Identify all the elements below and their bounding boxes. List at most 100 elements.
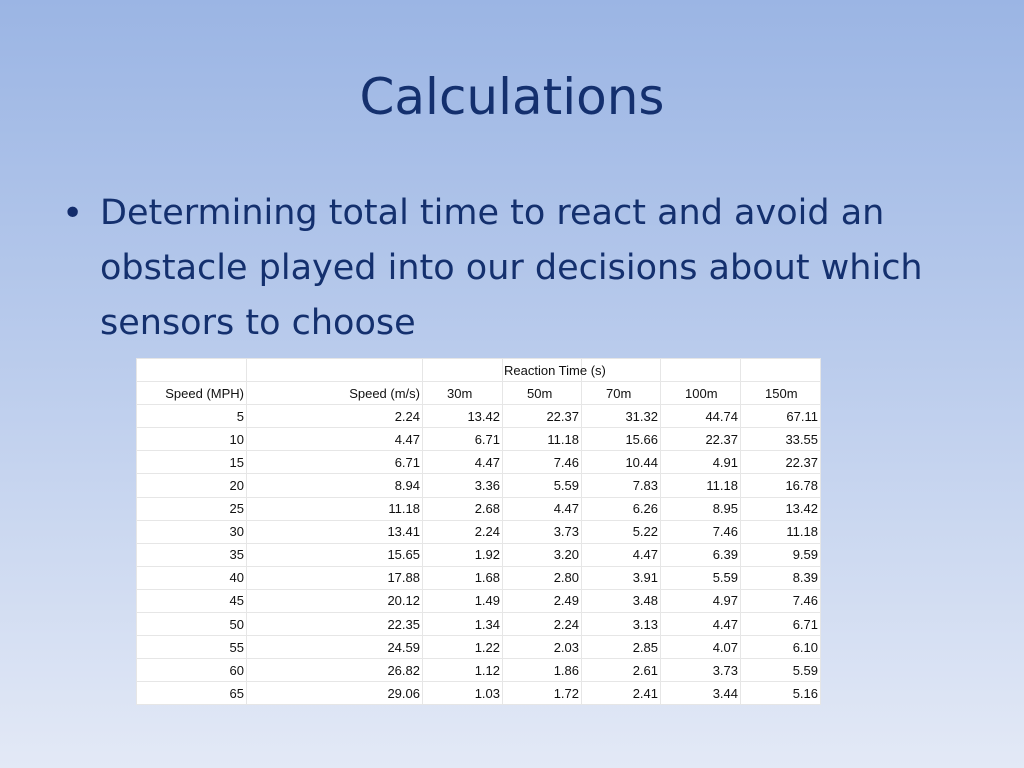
table-row: 5 2.24 13.42 22.37 31.32 44.74 67.11 [136,404,821,429]
table-cell: 6.26 [581,496,661,521]
table-cell: 2.24 [502,612,582,637]
bullet-text: Determining total time to react and avoi… [100,193,923,343]
table-cell: 30 [136,519,247,544]
table-cell: 3.13 [581,612,661,637]
table-cell: 13.41 [246,519,423,544]
group-header-row: Reaction Time (s) [136,357,821,383]
table-cell: 11.18 [660,473,741,498]
table-cell: 25 [136,496,247,521]
table-cell: 5 [136,404,247,429]
table-cell: 10 [136,427,247,452]
bullet-icon: • [62,193,84,234]
table-cell: 13.42 [740,496,821,521]
table-cell: 7.46 [660,519,741,544]
table-cell: 11.18 [502,427,582,452]
table-cell: 8.39 [740,565,821,590]
table-row: 50 22.35 1.34 2.24 3.13 4.47 6.71 [136,612,821,637]
table-cell: 4.47 [660,612,741,637]
table-cell: 4.47 [246,427,423,452]
table-cell: 2.49 [502,588,582,614]
table-cell: 3.73 [660,658,741,683]
table-cell: 3.44 [660,681,741,706]
table-cell: 15.66 [581,427,661,452]
table-cell: 1.72 [502,681,582,706]
table-cell: 5.16 [740,681,821,706]
table-cell: 65 [136,681,247,706]
table-row: 40 17.88 1.68 2.80 3.91 5.59 8.39 [136,565,821,590]
table-cell: 3.73 [502,519,582,544]
table-cell: 67.11 [740,404,821,429]
table-cell: 17.88 [246,565,423,590]
column-header: Speed (m/s) [246,381,423,406]
table-cell: 8.94 [246,473,423,498]
table-cell: 4.47 [581,542,661,567]
table-row: 10 4.47 6.71 11.18 15.66 22.37 33.55 [136,427,821,452]
table-cell: 4.97 [660,588,741,614]
table-cell: 7.46 [502,450,582,475]
table-cell: 1.22 [422,635,503,660]
table-cell: 20.12 [246,588,423,614]
table-cell: 5.59 [740,658,821,683]
table-cell: 1.12 [422,658,503,683]
table-cell: 4.91 [660,450,741,475]
table-cell: 11.18 [740,519,821,544]
table-cell: 16.78 [740,473,821,498]
table-row: 30 13.41 2.24 3.73 5.22 7.46 11.18 [136,519,821,544]
table-cell: 1.34 [422,612,503,637]
table-row: 35 15.65 1.92 3.20 4.47 6.39 9.59 [136,542,821,567]
column-header: 150m [740,381,821,406]
table-cell: 3.91 [581,565,661,590]
table-row: 55 24.59 1.22 2.03 2.85 4.07 6.10 [136,635,821,660]
table-cell: 40 [136,565,247,590]
column-header: Speed (MPH) [136,381,247,406]
table-cell: 33.55 [740,427,821,452]
table-cell: 3.48 [581,588,661,614]
table-cell: 2.03 [502,635,582,660]
table-cell: 44.74 [660,404,741,429]
table-cell: 3.20 [502,542,582,567]
table-cell: 5.22 [581,519,661,544]
table-cell: 5.59 [660,565,741,590]
table-cell: 50 [136,612,247,637]
table-cell: 6.71 [246,450,423,475]
table-cell: 1.49 [422,588,503,614]
table-cell: 1.68 [422,565,503,590]
table-cell: 31.32 [581,404,661,429]
group-header: Reaction Time (s) [502,357,606,383]
table-cell: 1.86 [502,658,582,683]
table-row: 20 8.94 3.36 5.59 7.83 11.18 16.78 [136,473,821,498]
column-header-row: Speed (MPH) Speed (m/s) 30m 50m 70m 100m… [136,381,821,406]
table-cell: 5.59 [502,473,582,498]
column-header: 70m [581,381,661,406]
table-cell: 22.37 [660,427,741,452]
column-header: 100m [660,381,741,406]
table-cell: 60 [136,658,247,683]
table-cell: 22.35 [246,612,423,637]
table-cell: 7.46 [740,588,821,614]
table-cell: 3.36 [422,473,503,498]
slide-title: Calculations [359,68,665,126]
table-cell: 2.24 [422,519,503,544]
table-cell: 13.42 [422,404,503,429]
table-cell: 10.44 [581,450,661,475]
table-cell: 11.18 [246,496,423,521]
table-cell: 20 [136,473,247,498]
table-cell: 6.71 [740,612,821,637]
table-row: 25 11.18 2.68 4.47 6.26 8.95 13.42 [136,496,821,521]
table-cell: 4.07 [660,635,741,660]
table-cell: 55 [136,635,247,660]
table-cell: 22.37 [740,450,821,475]
table-cell: 15 [136,450,247,475]
table-cell: 2.80 [502,565,582,590]
column-header: 30m [422,381,503,406]
table-cell: 6.39 [660,542,741,567]
table-cell: 15.65 [246,542,423,567]
table-cell: 8.95 [660,496,741,521]
table-row: 15 6.71 4.47 7.46 10.44 4.91 22.37 [136,450,821,475]
table-cell: 26.82 [246,658,423,683]
table-cell: 29.06 [246,681,423,706]
table-row: 65 29.06 1.03 1.72 2.41 3.44 5.16 [136,681,821,706]
table-cell: 2.41 [581,681,661,706]
table-cell: 4.47 [422,450,503,475]
table-cell: 2.61 [581,658,661,683]
